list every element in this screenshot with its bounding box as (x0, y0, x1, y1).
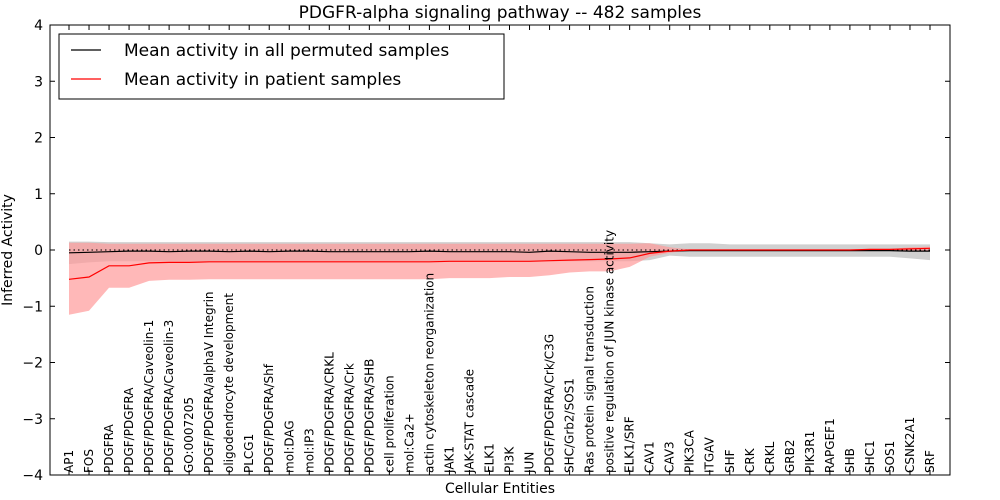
x-tick-label: ELK1/SRF (623, 416, 637, 473)
y-tick-label: −1 (22, 299, 43, 315)
y-tick-label: −2 (22, 356, 43, 372)
x-tick-label: PDGF/PDGFRA/CRKL (322, 352, 336, 473)
x-tick-label: SRF (923, 450, 937, 473)
x-tick-label: PDGF/PDGFRA (122, 387, 136, 473)
x-tick-label: SHF (723, 449, 737, 473)
x-tick-label: FOS (82, 449, 96, 473)
x-tick-label: CSNK2A1 (903, 417, 917, 473)
x-tick-label: actin cytoskeleton reorganization (422, 273, 436, 473)
x-tick-label: JUN (523, 452, 537, 474)
y-tick-label: 4 (34, 18, 43, 34)
x-tick-label: SHC/Grb2/SOS1 (563, 378, 577, 473)
chart-title: PDGFR-alpha signaling pathway -- 482 sam… (299, 3, 702, 23)
x-tick-label: cell proliferation (382, 375, 396, 473)
x-tick-label: JAK1 (442, 446, 456, 474)
x-tick-label: CRKL (763, 441, 777, 473)
x-tick-label: PDGF/PDGFRA/Crk (342, 363, 356, 473)
y-tick-label: −3 (22, 412, 43, 428)
x-tick-label: PDGFRA (102, 423, 116, 473)
x-tick-label: PIK3R1 (803, 431, 817, 473)
y-axis: −4 −3 −2 −1 0 1 2 3 4 (22, 18, 950, 484)
x-tick-label: AP1 (62, 450, 76, 473)
x-tick-label: PI3K (503, 446, 517, 473)
x-tick-label: PDGF/PDGFRA/Caveolin-1 (142, 320, 156, 473)
x-tick-label: mol:DAG (282, 420, 296, 473)
y-tick-label: 2 (34, 131, 43, 147)
x-tick-label: ITGAV (703, 436, 717, 473)
x-tick-label: mol:IP3 (302, 428, 316, 473)
x-tick-label: ELK1 (483, 443, 497, 473)
y-tick-label: −4 (22, 468, 43, 484)
y-tick-label: 1 (34, 187, 43, 203)
patient-range-band (69, 242, 930, 315)
x-tick-label: SOS1 (883, 441, 897, 473)
legend-frame (58, 33, 505, 100)
x-tick-label: CAV3 (663, 441, 677, 473)
x-tick-label: PDGF/PDGFRA/alphaV Integrin (202, 291, 216, 473)
x-tick-label: GO:0007205 (182, 397, 196, 473)
x-tick-label: positive regulation of JUN kinase activi… (603, 230, 617, 473)
x-tick-label: PIK3CA (683, 429, 697, 473)
x-tick-label: CAV1 (643, 441, 657, 473)
x-tick-label: PDGF/PDGFRA/Caveolin-3 (162, 320, 176, 473)
x-tick-label: CRK (743, 447, 757, 473)
y-tick-label: 3 (34, 74, 43, 90)
y-axis-label: Inferred Activity (0, 194, 16, 306)
x-axis: AP1 FOS PDGFRA PDGF/PDGFRA PDGF/PDGFRA/Caveo… (62, 25, 937, 475)
x-tick-label: PDGF/PDGFRA/Crk/C3G (543, 334, 557, 473)
x-tick-label: PLCG1 (242, 434, 256, 473)
x-tick-label: SHC1 (863, 440, 877, 473)
legend-label-patient: Mean activity in patient samples (124, 70, 401, 90)
x-tick-label: JAK-STAT cascade (463, 369, 477, 474)
x-axis-label: Cellular Entities (445, 481, 555, 497)
x-tick-label: PDGF/PDGFRA/Shf (262, 363, 276, 473)
x-tick-label: GRB2 (783, 439, 797, 473)
y-tick-label: 0 (34, 243, 43, 259)
legend: Mean activity in all permuted samples Me… (58, 33, 505, 100)
x-tick-label: PDGF/PDGFRA/SHB (362, 359, 376, 473)
x-tick-label: Ras protein signal transduction (583, 286, 597, 473)
plot-area (68, 241, 931, 315)
x-tick-label: oligodendrocyte development (222, 293, 236, 473)
x-tick-label: SHB (843, 448, 857, 473)
legend-label-permuted: Mean activity in all permuted samples (124, 41, 449, 61)
x-tick-label: mol:Ca2+ (402, 413, 416, 473)
x-tick-label: RAPGEF1 (823, 418, 837, 473)
series-line-patient (68, 247, 931, 280)
